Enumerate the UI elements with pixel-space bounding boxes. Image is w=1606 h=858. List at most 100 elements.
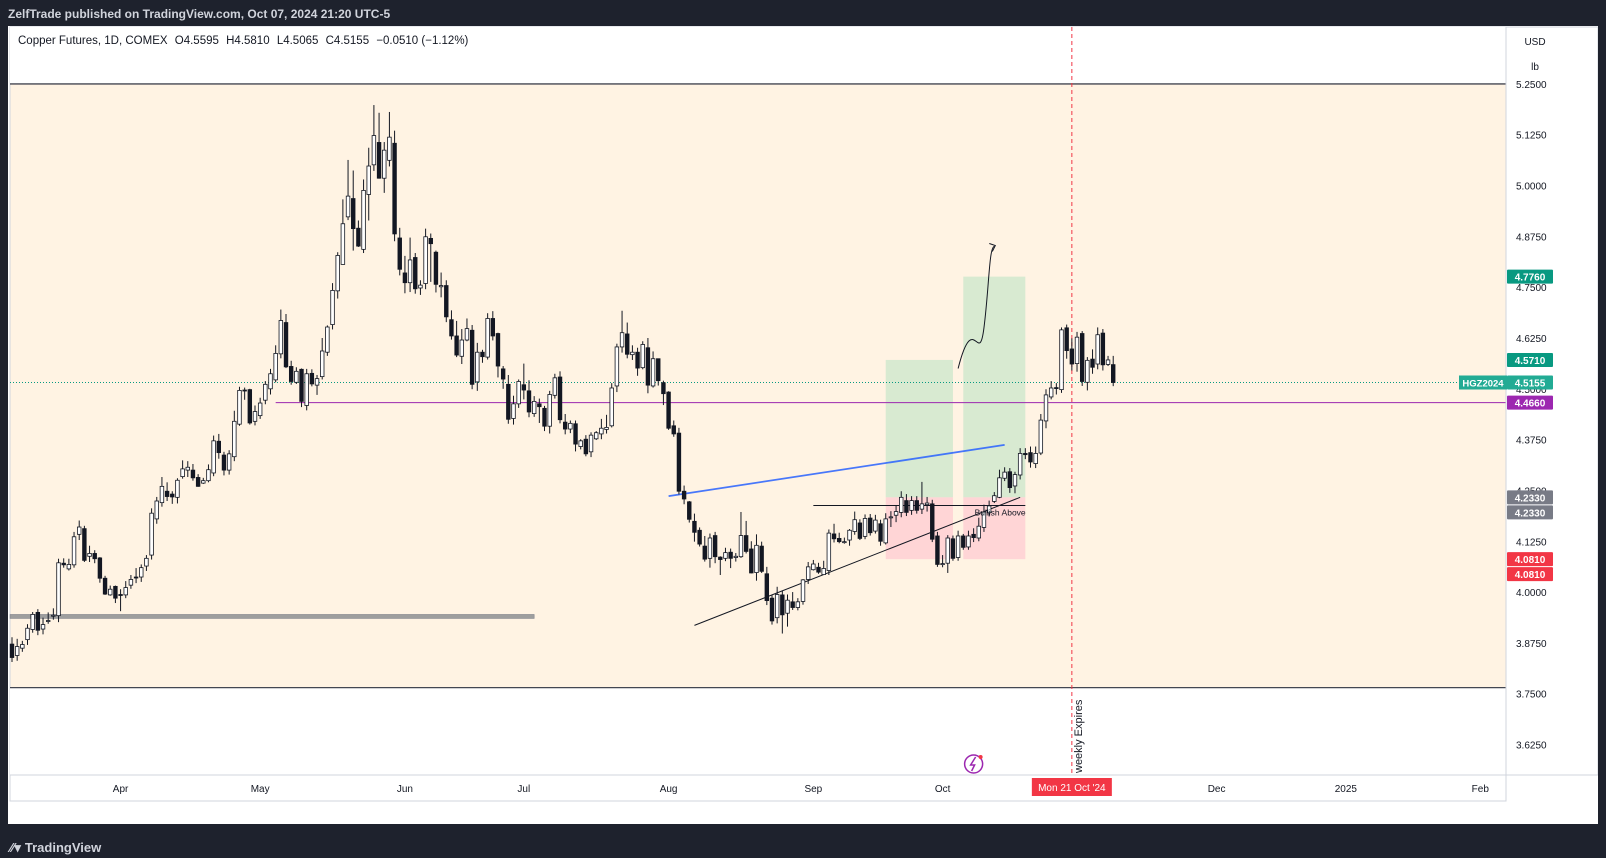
bullish-candle	[77, 526, 82, 535]
bullish-candle	[650, 358, 656, 387]
bearish-candle	[480, 351, 485, 358]
bullish-candle	[330, 290, 335, 325]
bullish-candle	[154, 500, 159, 520]
x-tick-label: Jun	[397, 784, 413, 795]
y-tick-label: 4.0000	[1516, 588, 1547, 599]
bullish-candle	[51, 614, 56, 617]
bearish-candle	[397, 237, 402, 270]
bearish-candle	[764, 573, 770, 602]
bullish-candle	[273, 353, 278, 381]
bearish-candle	[790, 601, 795, 608]
bullish-candle	[862, 518, 868, 537]
bullish-candle	[604, 427, 609, 430]
bullish-candle	[909, 500, 914, 511]
low-value: 4.5065	[283, 35, 319, 47]
bullish-candle	[924, 502, 930, 506]
bearish-candle	[82, 528, 87, 561]
bullish-candle	[795, 601, 801, 608]
bearish-candle	[930, 503, 935, 540]
bullish-candle	[201, 480, 206, 484]
bullish-candle	[263, 383, 268, 401]
bearish-candle	[1100, 332, 1106, 366]
bullish-candle	[438, 285, 444, 288]
bullish-candle	[754, 544, 759, 573]
x-tick-label: Aug	[660, 784, 678, 795]
bearish-candle	[1007, 471, 1013, 488]
y-tick-label: 4.7500	[1516, 283, 1547, 294]
bearish-candle	[1069, 348, 1075, 365]
bullish-candle	[986, 505, 992, 514]
bullish-candle	[211, 440, 216, 474]
bearish-candle	[1090, 358, 1095, 368]
y-tick-label: 4.6250	[1516, 334, 1547, 345]
unit-button[interactable]: lb	[1531, 62, 1539, 73]
bullish-candle	[1012, 474, 1018, 487]
bullish-candle	[108, 588, 113, 596]
bearish-candle	[221, 454, 227, 471]
bullish-candle	[738, 535, 744, 558]
x-tick-label: Oct	[935, 784, 951, 795]
target-zone-1	[885, 359, 953, 498]
price-label-text: 4.0810	[1515, 555, 1546, 566]
bullish-candle	[1048, 387, 1054, 398]
bearish-candle	[1023, 453, 1028, 456]
price-label-text: 4.2330	[1515, 508, 1546, 519]
bearish-candle	[583, 438, 589, 455]
bearish-candle	[469, 329, 475, 385]
bullish-candle	[1095, 334, 1100, 365]
bullish-candle	[128, 579, 134, 586]
tradingview-logo[interactable]: ⁄⁄▾ TradingView	[10, 840, 101, 856]
chart-frame[interactable]: Bullish Above weekly Expires 5.2500 5.1250…	[8, 26, 1598, 824]
bullish-candle	[123, 587, 128, 596]
bearish-candle	[376, 142, 382, 179]
bearish-candle	[671, 425, 676, 435]
bullish-candle	[919, 503, 925, 510]
bullish-candle	[1059, 329, 1064, 391]
currency-button[interactable]: USD	[1524, 37, 1546, 48]
bullish-candle	[294, 370, 299, 383]
bullish-candle	[966, 535, 971, 548]
bullish-candle	[387, 136, 392, 161]
bearish-candle	[288, 366, 294, 382]
bullish-candle	[14, 646, 20, 656]
bearish-candle	[299, 368, 304, 402]
bullish-candle	[873, 519, 878, 532]
bearish-candle	[816, 566, 821, 573]
bullish-candle	[237, 390, 242, 425]
bullish-candle	[175, 479, 180, 498]
price-label-box	[1507, 490, 1553, 505]
bearish-candle	[868, 517, 873, 534]
bearish-candle	[971, 533, 976, 538]
bearish-candle	[428, 237, 433, 245]
time-scale[interactable]	[9, 774, 1507, 802]
zones-layer	[9, 276, 1026, 619]
bearish-candle	[702, 545, 707, 560]
bullish-candle	[511, 403, 516, 419]
bullish-candle	[614, 346, 620, 387]
bullish-candle	[1074, 336, 1080, 364]
bullish-candle	[899, 496, 904, 513]
bullish-candle	[407, 259, 413, 284]
bullish-candle	[325, 326, 330, 353]
y-tick-label: 5.1250	[1516, 131, 1547, 142]
bearish-candle	[712, 535, 718, 558]
bullish-candle	[475, 351, 480, 383]
bearish-candle	[506, 383, 511, 420]
bullish-candle	[226, 453, 232, 471]
y-tick-label: 4.1250	[1516, 537, 1547, 548]
bearish-candle	[692, 520, 697, 533]
y-tick-label: 3.7500	[1516, 690, 1547, 701]
bearish-candle	[749, 548, 754, 574]
bearish-candle	[661, 382, 666, 395]
y-tick-label: 5.0000	[1516, 182, 1547, 193]
bullish-candle	[805, 566, 811, 580]
bearish-candle	[247, 389, 253, 424]
price-chart[interactable]: Bullish Above weekly Expires 5.2500 5.1250…	[8, 26, 1598, 824]
bullish-candle	[30, 614, 35, 630]
bullish-candle	[366, 165, 371, 195]
bullish-candle	[87, 553, 92, 557]
bearish-candle	[562, 421, 568, 430]
bearish-candle	[935, 535, 940, 565]
y-tick-label: 4.8750	[1516, 232, 1547, 243]
bullish-candle	[1002, 471, 1007, 479]
